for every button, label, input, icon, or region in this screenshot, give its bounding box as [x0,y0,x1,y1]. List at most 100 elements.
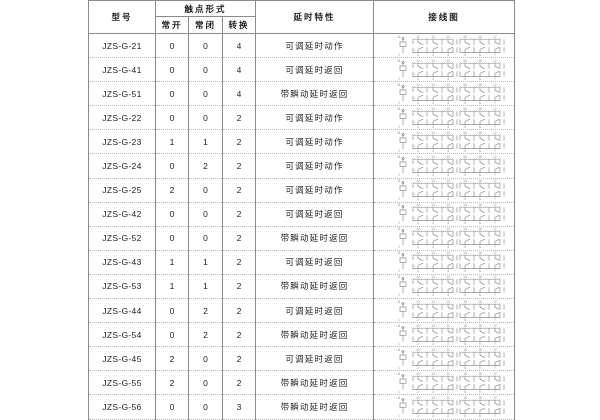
svg-text:14: 14 [446,300,450,304]
svg-text:6: 6 [479,269,481,273]
cell-wiring-diagram: 11 1 12 2 13 3 14 4 15 5 16 6 17 7 [373,322,515,348]
svg-text:15: 15 [463,227,467,231]
cell-wiring-diagram: 11 1 12 2 13 3 14 4 15 5 16 6 17 7 [373,394,515,420]
svg-text:3: 3 [432,293,434,297]
svg-text:1: 1 [398,53,400,57]
svg-text:3: 3 [432,197,434,201]
svg-text:12: 12 [416,155,420,159]
cell-wiring-diagram: 11 1 12 2 13 3 14 4 15 5 16 6 17 7 [373,105,515,131]
cell-normally-closed: 0 [188,346,223,372]
cell-delay-characteristic: 可调延时返回 [255,346,374,372]
cell-delay-characteristic: 带瞬动延时返回 [255,81,374,107]
svg-text:7: 7 [494,366,496,370]
svg-text:13: 13 [431,155,435,159]
svg-text:17: 17 [493,372,497,376]
cell-delay-characteristic: 带瞬动延时返回 [255,274,374,300]
svg-text:12: 12 [416,131,420,135]
cell-normally-closed: 0 [188,105,223,131]
svg-text:1: 1 [398,77,400,81]
wiring-diagram-graphic: 11 1 12 2 13 3 14 4 15 5 16 6 17 7 [375,396,513,418]
cell-normally-closed: 0 [188,394,223,420]
svg-text:1: 1 [398,173,400,177]
svg-text:15: 15 [463,83,467,87]
svg-text:7: 7 [494,414,496,418]
svg-text:12: 12 [416,372,420,376]
svg-text:5: 5 [464,414,466,418]
svg-text:5: 5 [464,77,466,81]
header-row-secondary: 常开 常闭 转换 [89,16,515,34]
svg-text:13: 13 [431,348,435,352]
svg-text:15: 15 [463,59,467,63]
wiring-diagram-graphic: 11 1 12 2 13 3 14 4 15 5 16 6 17 7 [375,324,513,346]
cell-changeover: 2 [221,250,256,275]
table-header: 型号 触点形式 延时特性 接线图 常开 常闭 转换 [88,0,515,34]
svg-text:6: 6 [479,53,481,57]
cell-changeover: 2 [221,346,256,372]
cell-normally-closed: 1 [188,129,223,155]
table-row: JZS-G-24 0 2 2 可调延时动作 11 1 12 2 13 3 14 4 15 5 16 6 17 7 [88,153,515,179]
svg-text:17: 17 [493,300,497,304]
svg-text:7: 7 [494,101,496,105]
svg-text:13: 13 [431,324,435,328]
table-row: JZS-G-25 2 0 2 可调延时动作 11 1 12 2 13 3 14 4 15 5 16 6 17 7 [88,178,515,203]
svg-text:2: 2 [417,245,419,249]
cell-model: JZS-G-53 [88,274,156,300]
svg-text:2: 2 [417,173,419,177]
svg-text:5: 5 [464,197,466,201]
svg-text:3: 3 [432,269,434,273]
cell-changeover: 4 [221,33,256,59]
cell-changeover: 4 [221,57,256,83]
wiring-diagram-graphic: 11 1 12 2 13 3 14 4 15 5 16 6 17 7 [375,35,513,57]
cell-wiring-diagram: 11 1 12 2 13 3 14 4 15 5 16 6 17 7 [373,298,515,324]
cell-changeover: 2 [221,322,256,348]
svg-text:12: 12 [416,59,420,63]
wiring-diagram-graphic: 11 1 12 2 13 3 14 4 15 5 16 6 17 7 [375,227,513,249]
svg-text:2: 2 [417,318,419,322]
svg-text:17: 17 [493,251,497,255]
svg-text:17: 17 [493,324,497,328]
cell-model: JZS-G-43 [88,250,156,275]
svg-text:2: 2 [417,342,419,346]
svg-text:16: 16 [478,131,482,135]
svg-text:6: 6 [479,149,481,153]
cell-normally-open: 1 [155,274,189,300]
cell-model: JZS-G-42 [88,202,156,227]
cell-normally-closed: 0 [188,57,223,83]
svg-text:1: 1 [398,149,400,153]
cell-wiring-diagram: 11 1 12 2 13 3 14 4 15 5 16 6 17 7 [373,346,515,372]
cell-normally-open: 0 [155,105,189,131]
cell-wiring-diagram: 11 1 12 2 13 3 14 4 15 5 16 6 17 7 [373,33,515,59]
cell-normally-closed: 0 [188,226,223,251]
svg-text:1: 1 [398,245,400,249]
svg-text:2: 2 [417,269,419,273]
svg-text:1: 1 [398,293,400,297]
cell-wiring-diagram: 11 1 12 2 13 3 14 4 15 5 16 6 17 7 [373,57,515,83]
table-row: JZS-G-55 2 0 2 带瞬动延时返回 11 1 12 2 13 3 14 4 15 5 16 6 17 7 [88,370,515,396]
cell-delay-characteristic: 带瞬动延时返回 [255,322,374,348]
relay-specification-table: 型号 触点形式 延时特性 接线图 常开 常闭 转换 JZS-G-21 0 0 4 可调延… [88,0,516,420]
cell-delay-characteristic: 可调延时动作 [255,153,374,179]
cell-delay-characteristic: 带瞬动延时返回 [255,394,374,420]
cell-wiring-diagram: 11 1 12 2 13 3 14 4 15 5 16 6 17 7 [373,153,515,179]
svg-text:13: 13 [431,35,435,39]
cell-model: JZS-G-44 [88,298,156,324]
svg-text:14: 14 [446,227,450,231]
svg-text:5: 5 [464,390,466,394]
wiring-diagram-graphic: 11 1 12 2 13 3 14 4 15 5 16 6 17 7 [375,348,513,370]
cell-changeover: 2 [221,129,256,155]
svg-text:4: 4 [447,269,449,273]
svg-text:6: 6 [479,342,481,346]
specification-sheet: 型号 触点形式 延时特性 接线图 常开 常闭 转换 JZS-G-21 0 0 4 可调延… [88,0,516,420]
cell-normally-closed: 1 [188,250,223,275]
svg-text:3: 3 [432,101,434,105]
svg-text:11: 11 [397,372,401,376]
svg-text:7: 7 [494,245,496,249]
wiring-diagram-graphic: 11 1 12 2 13 3 14 4 15 5 16 6 17 7 [375,179,513,201]
cell-normally-closed: 0 [188,178,223,203]
svg-text:14: 14 [446,251,450,255]
cell-wiring-diagram: 11 1 12 2 13 3 14 4 15 5 16 6 17 7 [373,370,515,396]
svg-text:15: 15 [463,324,467,328]
svg-text:11: 11 [397,35,401,39]
cell-model: JZS-G-52 [88,226,156,251]
svg-text:15: 15 [463,396,467,400]
